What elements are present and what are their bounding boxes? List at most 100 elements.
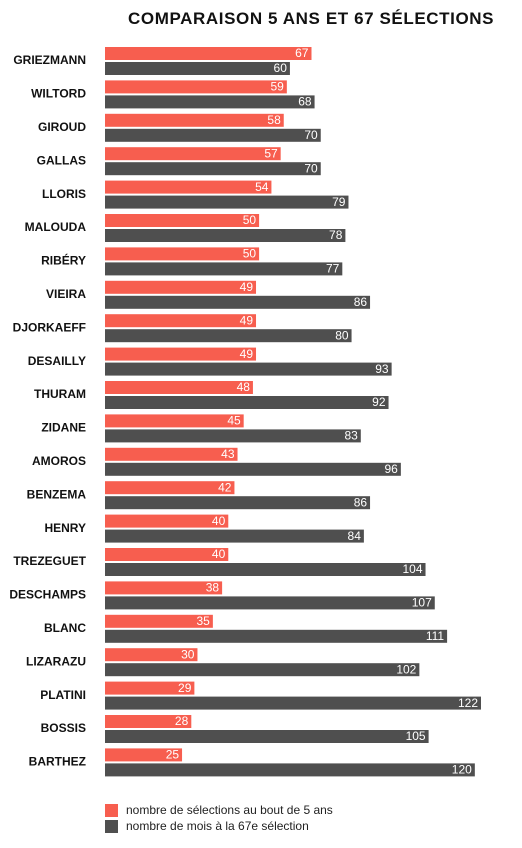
category-label-platini: PLATINI bbox=[40, 688, 86, 702]
bar-months-desailly bbox=[105, 362, 392, 376]
bar-months-benzema bbox=[105, 496, 371, 510]
category-label-trezeguet: TREZEGUET bbox=[13, 554, 86, 568]
data-label-selections-giroud: 58 bbox=[267, 113, 281, 127]
bar-months-trezeguet bbox=[105, 563, 426, 576]
bar-selections-wiltord bbox=[105, 80, 287, 94]
category-label-wiltord: WILTORD bbox=[31, 87, 86, 101]
category-label-lloris: LLORIS bbox=[42, 187, 86, 201]
bar-selections-trezeguet bbox=[105, 548, 229, 561]
data-label-months-thuram: 92 bbox=[372, 395, 386, 409]
data-label-months-zidane: 83 bbox=[344, 429, 358, 443]
data-label-selections-wiltord: 59 bbox=[270, 80, 284, 94]
bar-selections-gallas bbox=[105, 147, 281, 161]
legend-swatch-months bbox=[105, 819, 118, 833]
data-label-months-gallas: 70 bbox=[304, 161, 318, 175]
data-label-months-malouda: 78 bbox=[329, 228, 343, 242]
bar-months-platini bbox=[105, 696, 481, 710]
bar-selections-barthez bbox=[105, 748, 183, 762]
legend-label-months: nombre de mois à la 67e sélection bbox=[126, 819, 309, 833]
category-label-thuram: THURAM bbox=[34, 387, 86, 401]
bar-months-giroud bbox=[105, 128, 321, 142]
bar-months-deschamps bbox=[105, 596, 435, 610]
data-label-selections-lloris: 54 bbox=[255, 180, 269, 194]
data-label-months-henry: 84 bbox=[348, 529, 362, 543]
data-label-months-deschamps: 107 bbox=[412, 596, 432, 610]
data-label-months-platini: 122 bbox=[458, 696, 478, 710]
category-label-griezmann: GRIEZMANN bbox=[13, 53, 86, 67]
bar-selections-deschamps bbox=[105, 581, 223, 595]
data-label-selections-henry: 40 bbox=[212, 514, 226, 528]
bar-selections-benzema bbox=[105, 481, 235, 495]
category-label-lizarazu: LIZARAZU bbox=[26, 654, 86, 668]
category-label-benzema: BENZEMA bbox=[27, 487, 87, 501]
category-label-malouda: MALOUDA bbox=[25, 220, 87, 234]
data-label-months-bossis: 105 bbox=[406, 729, 426, 743]
data-label-selections-amoros: 43 bbox=[221, 447, 235, 461]
data-label-months-trezeguet: 104 bbox=[402, 562, 422, 576]
data-label-selections-bossis: 28 bbox=[175, 714, 189, 728]
category-label-ribery: RIBÉRY bbox=[41, 253, 86, 268]
data-label-selections-ribery: 50 bbox=[243, 247, 257, 261]
bar-selections-zidane bbox=[105, 414, 244, 428]
category-label-gallas: GALLAS bbox=[37, 153, 86, 167]
data-label-selections-desailly: 49 bbox=[240, 347, 254, 361]
data-label-months-benzema: 86 bbox=[354, 495, 368, 509]
data-label-selections-griezmann: 67 bbox=[295, 46, 309, 60]
bar-months-henry bbox=[105, 529, 364, 543]
bar-selections-ribery bbox=[105, 247, 260, 261]
data-label-selections-lizarazu: 30 bbox=[181, 647, 195, 661]
bar-months-malouda bbox=[105, 229, 346, 242]
data-label-months-giroud: 70 bbox=[304, 128, 318, 142]
category-label-deschamps: DESCHAMPS bbox=[9, 588, 86, 602]
data-label-months-djorkaeff: 80 bbox=[335, 328, 349, 342]
bar-selections-henry bbox=[105, 514, 229, 528]
data-label-selections-barthez: 25 bbox=[166, 748, 180, 762]
bar-months-bossis bbox=[105, 730, 429, 743]
category-label-barthez: BARTHEZ bbox=[29, 755, 86, 769]
data-label-selections-malouda: 50 bbox=[243, 213, 257, 227]
data-label-selections-benzema: 42 bbox=[218, 480, 232, 494]
data-label-months-vieira: 86 bbox=[354, 295, 368, 309]
bar-months-vieira bbox=[105, 295, 371, 309]
bar-selections-blanc bbox=[105, 614, 213, 628]
data-label-months-wiltord: 68 bbox=[298, 95, 312, 109]
data-label-months-desailly: 93 bbox=[375, 362, 389, 376]
data-label-selections-vieira: 49 bbox=[240, 280, 254, 294]
bar-selections-amoros bbox=[105, 447, 238, 461]
bar-selections-lizarazu bbox=[105, 648, 198, 662]
bar-months-zidane bbox=[105, 429, 361, 443]
bar-months-thuram bbox=[105, 396, 389, 409]
bar-selections-djorkaeff bbox=[105, 314, 257, 328]
category-label-desailly: DESAILLY bbox=[28, 354, 86, 368]
data-label-selections-platini: 29 bbox=[178, 681, 192, 695]
bar-selections-platini bbox=[105, 681, 195, 695]
legend-label-selections: nombre de sélections au bout de 5 ans bbox=[126, 803, 333, 817]
legend-swatch-selections bbox=[105, 803, 118, 817]
category-label-vieira: VIEIRA bbox=[46, 287, 86, 301]
legend-item-months: nombre de mois à la 67e sélection bbox=[105, 819, 309, 833]
data-label-months-lizarazu: 102 bbox=[396, 662, 416, 676]
category-label-zidane: ZIDANE bbox=[41, 421, 86, 435]
data-label-selections-trezeguet: 40 bbox=[212, 547, 226, 561]
bar-selections-bossis bbox=[105, 715, 192, 728]
data-label-selections-zidane: 45 bbox=[227, 414, 241, 428]
data-label-months-barthez: 120 bbox=[452, 763, 472, 777]
bar-months-wiltord bbox=[105, 95, 315, 109]
bar-selections-giroud bbox=[105, 113, 284, 127]
bar-selections-desailly bbox=[105, 347, 257, 361]
bar-selections-malouda bbox=[105, 214, 260, 227]
bar-months-barthez bbox=[105, 763, 475, 777]
data-label-months-lloris: 79 bbox=[332, 195, 346, 209]
category-label-bossis: BOSSIS bbox=[41, 721, 86, 735]
data-label-selections-deschamps: 38 bbox=[206, 581, 220, 595]
category-label-djorkaeff: DJORKAEFF bbox=[13, 320, 86, 334]
bar-selections-griezmann bbox=[105, 47, 312, 60]
category-label-amoros: AMOROS bbox=[32, 454, 86, 468]
bar-months-amoros bbox=[105, 462, 401, 476]
category-label-henry: HENRY bbox=[44, 521, 86, 535]
bar-selections-lloris bbox=[105, 180, 272, 194]
data-label-selections-gallas: 57 bbox=[264, 146, 278, 160]
category-label-blanc: BLANC bbox=[44, 621, 86, 635]
legend-item-selections: nombre de sélections au bout de 5 ans bbox=[105, 803, 333, 817]
